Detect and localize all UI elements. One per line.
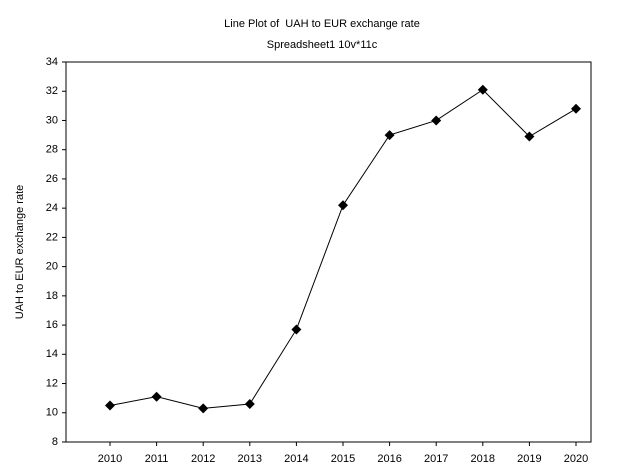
- y-tick-label: 34: [46, 56, 58, 68]
- marker: [571, 103, 581, 114]
- y-tick-label: 10: [46, 407, 58, 419]
- x-tick-label: 2019: [517, 453, 541, 465]
- marker: [338, 200, 348, 211]
- y-tick-label: 22: [46, 231, 58, 243]
- marker: [198, 403, 209, 414]
- marker: [524, 131, 535, 142]
- y-tick-label: 8: [52, 436, 58, 448]
- x-tick-label: 2017: [424, 453, 448, 465]
- x-tick-label: 2013: [238, 453, 262, 465]
- x-tick-label: 2015: [331, 453, 355, 465]
- y-tick-label: 32: [46, 85, 58, 97]
- x-tick-label: 2014: [284, 453, 308, 465]
- x-tick-label: 2020: [564, 453, 588, 465]
- y-axis-label: UAH to EUR exchange rate: [14, 185, 26, 320]
- marker: [151, 391, 162, 402]
- y-tick-label: 12: [46, 377, 58, 389]
- plot-frame: [65, 61, 592, 443]
- marker: [244, 399, 255, 409]
- x-tick-label: 2018: [471, 453, 495, 465]
- marker: [105, 400, 115, 411]
- y-tick-label: 16: [46, 319, 58, 331]
- chart-title: Line Plot of UAH to EUR exchange rate: [224, 18, 420, 30]
- y-tick-label: 26: [46, 173, 58, 185]
- y-tick-label: 14: [46, 348, 58, 360]
- marker: [477, 84, 488, 95]
- x-tick-label: 2012: [191, 453, 215, 465]
- x-tick-label: 2010: [98, 453, 122, 465]
- y-tick-label: 30: [46, 114, 58, 126]
- marker: [291, 324, 302, 335]
- y-tick-label: 24: [46, 202, 58, 214]
- y-tick-label: 18: [46, 290, 58, 302]
- marker: [431, 115, 442, 126]
- x-tick-label: 2011: [145, 453, 169, 465]
- y-tick-label: 20: [46, 261, 58, 273]
- x-tick-label: 2016: [377, 453, 401, 465]
- marker: [384, 130, 395, 141]
- y-tick-label: 28: [46, 144, 58, 156]
- chart-subtitle: Spreadsheet1 10v*11c: [267, 39, 378, 51]
